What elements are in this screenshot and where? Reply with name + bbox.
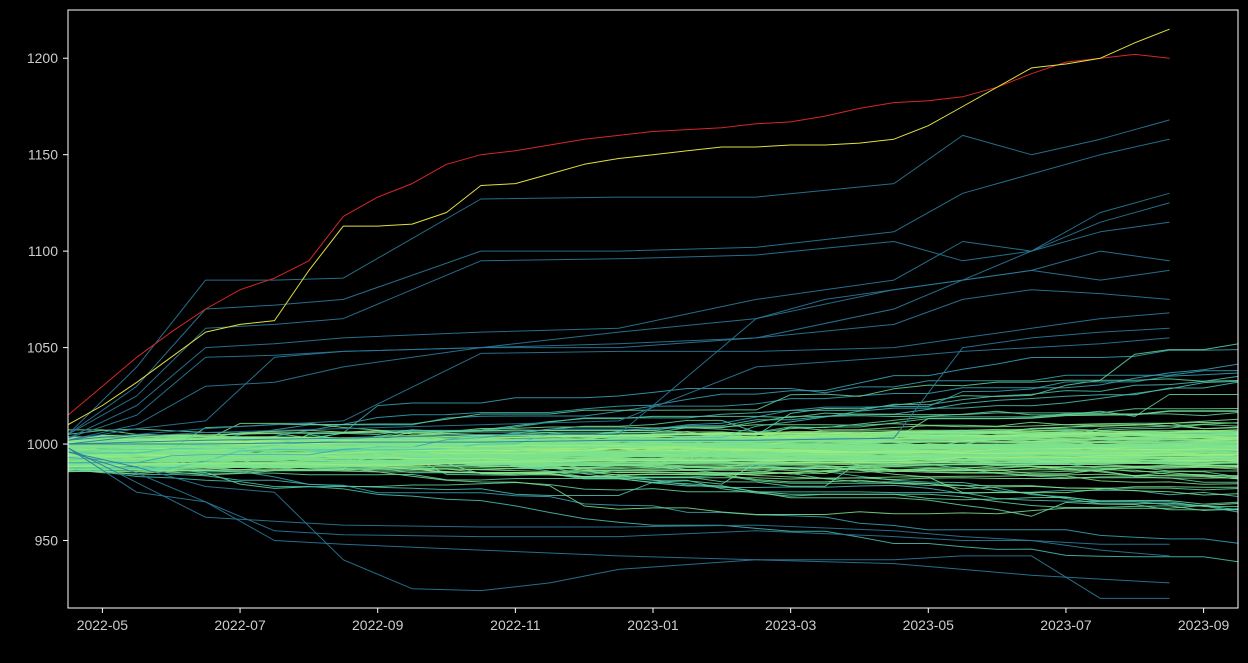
y-tick-label: 1000 xyxy=(27,436,58,452)
y-tick-label: 1050 xyxy=(27,340,58,356)
y-tick-label: 1100 xyxy=(28,243,58,259)
x-tick-label: 2023-05 xyxy=(903,617,955,633)
x-tick-label: 2022-07 xyxy=(214,617,266,633)
y-tick-label: 1150 xyxy=(28,147,58,163)
x-tick-label: 2022-05 xyxy=(77,617,129,633)
time-series-chart: 950 1000 1050 1100 1150 1200 2022-05 2022-07 202… xyxy=(0,0,1248,663)
y-tick-label: 950 xyxy=(35,532,59,548)
x-tick-label: 2023-01 xyxy=(627,617,679,633)
chart-svg: 950 1000 1050 1100 1150 1200 2022-05 2022-07 202… xyxy=(0,0,1248,663)
x-tick-label: 2022-09 xyxy=(352,617,404,633)
x-tick-label: 2023-09 xyxy=(1178,617,1230,633)
x-tick-label: 2023-07 xyxy=(1040,617,1092,633)
x-tick-label: 2023-03 xyxy=(765,617,817,633)
y-tick-label: 1200 xyxy=(27,50,58,66)
x-tick-label: 2022-11 xyxy=(490,617,541,633)
